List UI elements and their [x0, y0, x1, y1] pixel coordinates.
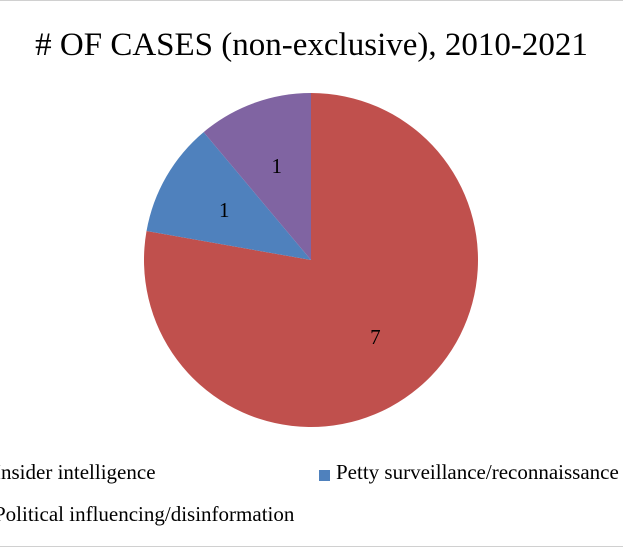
- data-label-insider-intelligence: 7: [370, 325, 381, 349]
- data-label-political-influencing: 1: [271, 154, 282, 178]
- data-label-petty-surveillance: 1: [219, 198, 230, 222]
- pie-slice-petty-surveillance: [146, 132, 311, 260]
- chart-title: # OF CASES (non-exclusive), 2010-2021: [35, 27, 588, 63]
- pie-slice-political-influencing: [203, 93, 311, 260]
- pie-slice-insider-intelligence: [144, 93, 479, 427]
